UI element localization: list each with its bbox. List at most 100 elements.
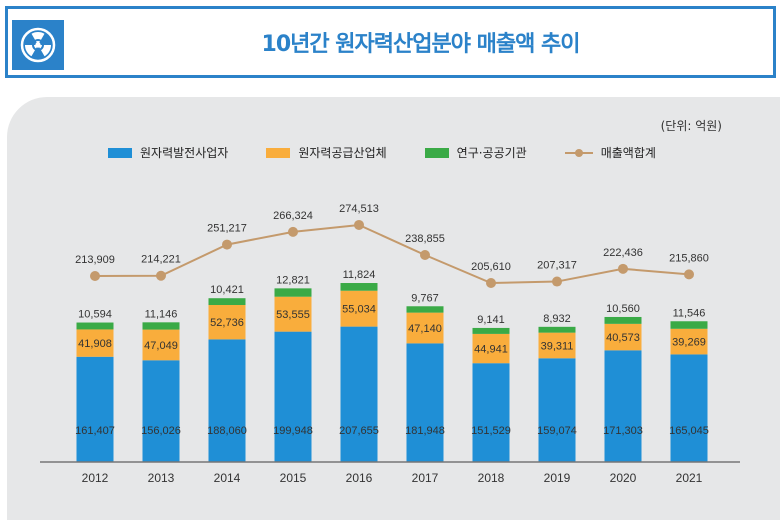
- x-tick-label: 2012: [82, 471, 109, 485]
- bar-value-label: 11,146: [145, 308, 178, 320]
- bar-value-label: 11,824: [343, 269, 376, 281]
- bar-value-label: 156,026: [141, 425, 181, 437]
- x-tick-label: 2014: [214, 471, 241, 485]
- legend-label: 매출액합계: [600, 146, 656, 160]
- legend-item-total: 매출액합계: [564, 144, 656, 161]
- legend-label: 원자력공급산업체: [298, 146, 387, 160]
- total-point: [288, 226, 298, 237]
- bar-segment-1: [142, 329, 180, 361]
- bar-segment-0: [76, 356, 114, 462]
- bar-segment-2: [670, 321, 708, 329]
- bar-segment-2: [538, 326, 576, 333]
- bar-segment-2: [274, 288, 312, 297]
- bar-segment-1: [406, 312, 444, 344]
- legend: 원자력발전사업자 원자력공급산업체 연구·공공기관 매출액합계: [108, 144, 694, 161]
- bar-value-label: 8,932: [543, 313, 571, 325]
- total-value-label: 238,855: [405, 233, 445, 245]
- bar-segment-1: [670, 328, 708, 355]
- bar-segment-0: [406, 343, 444, 462]
- total-value-label: 205,610: [471, 261, 511, 273]
- total-value-label: 266,324: [273, 210, 313, 222]
- bar-segment-1: [340, 290, 378, 327]
- bar-segment-1: [274, 296, 312, 332]
- bar-value-label: 39,311: [541, 340, 574, 352]
- total-line: [94, 223, 690, 284]
- bar-segment-0: [472, 363, 510, 462]
- bar-value-label: 207,655: [339, 425, 379, 437]
- bar-segment-2: [472, 327, 510, 334]
- total-value-label: 213,909: [75, 254, 115, 266]
- legend-item-supply: 원자력공급산업체: [266, 144, 387, 161]
- x-tick-label: 2016: [346, 471, 373, 485]
- legend-line-marker: [564, 148, 593, 157]
- total-point: [420, 249, 430, 260]
- total-point: [156, 270, 166, 281]
- bar-segment-2: [340, 283, 378, 291]
- bar-segment-1: [208, 305, 246, 340]
- total-value-label: 215,860: [669, 252, 709, 264]
- bar-value-label: 10,421: [210, 284, 244, 296]
- x-tick-label: 2015: [280, 471, 307, 485]
- bar-segment-0: [274, 331, 312, 462]
- x-tick-label: 2020: [610, 471, 637, 485]
- header-box: 10년간 원자력산업분야 매출액 추이: [5, 6, 776, 78]
- x-tick-label: 2018: [478, 471, 505, 485]
- x-tick-label: 2013: [148, 471, 175, 485]
- bar-segment-0: [538, 358, 576, 462]
- bar-segment-2: [208, 298, 246, 306]
- bar-segment-1: [472, 333, 510, 364]
- total-value-label: 214,221: [141, 254, 181, 266]
- bar-value-label: 9,767: [411, 292, 439, 304]
- bar-value-label: 165,045: [669, 425, 709, 437]
- total-value-label: 207,317: [537, 260, 577, 272]
- bar-value-label: 47,140: [408, 323, 442, 335]
- legend-label: 원자력발전사업자: [140, 146, 229, 160]
- total-point: [222, 239, 232, 250]
- legend-label: 연구·공공기관: [456, 146, 527, 160]
- bar-segment-2: [142, 322, 180, 330]
- bar-value-label: 9,141: [477, 314, 505, 326]
- radiation-icon: [20, 27, 56, 63]
- bar-value-label: 10,560: [606, 303, 640, 315]
- legend-item-research: 연구·공공기관: [424, 144, 527, 161]
- bar-segment-2: [406, 306, 444, 313]
- bar-value-label: 151,529: [471, 425, 511, 437]
- bar-segment-0: [670, 354, 708, 462]
- total-value-label: 251,217: [207, 223, 247, 235]
- bar-value-label: 44,941: [474, 344, 508, 356]
- bar-value-label: 12,821: [276, 274, 310, 286]
- bar-value-label: 41,908: [78, 338, 112, 350]
- bar-value-label: 11,546: [673, 307, 706, 319]
- total-point: [684, 269, 694, 280]
- bar-segment-0: [142, 360, 180, 462]
- x-tick-label: 2019: [544, 471, 571, 485]
- radiation-icon-box: [12, 20, 64, 70]
- bar-segment-2: [604, 316, 642, 324]
- bar-value-label: 159,074: [537, 425, 577, 437]
- bar-value-label: 53,555: [276, 309, 310, 321]
- x-tick-label: 2021: [676, 471, 703, 485]
- total-point: [618, 263, 628, 274]
- bar-value-label: 55,034: [342, 304, 376, 316]
- chart-panel: [7, 97, 780, 520]
- bar-value-label: 47,049: [144, 340, 178, 352]
- bar-value-label: 10,594: [78, 309, 112, 321]
- legend-item-power: 원자력발전사업자: [108, 144, 228, 161]
- bar-segment-0: [208, 339, 246, 462]
- bar-value-label: 171,303: [603, 425, 643, 437]
- bar-segment-0: [604, 350, 642, 462]
- bar-value-label: 40,573: [606, 332, 640, 344]
- bar-value-label: 39,269: [672, 337, 706, 349]
- page-title: 10년간 원자력산업분야 매출액 추이: [261, 32, 581, 57]
- x-tick-label: 2017: [412, 471, 439, 485]
- bar-segment-1: [604, 323, 642, 351]
- total-value-label: 222,436: [603, 247, 643, 259]
- legend-swatch: [424, 147, 449, 158]
- bar-value-label: 188,060: [207, 425, 247, 437]
- bar-segment-0: [340, 326, 378, 462]
- total-point: [552, 276, 562, 287]
- legend-swatch: [108, 147, 132, 158]
- total-point: [486, 277, 496, 288]
- unit-label: (단위: 억원): [660, 119, 722, 133]
- total-value-label: 274,513: [339, 203, 379, 215]
